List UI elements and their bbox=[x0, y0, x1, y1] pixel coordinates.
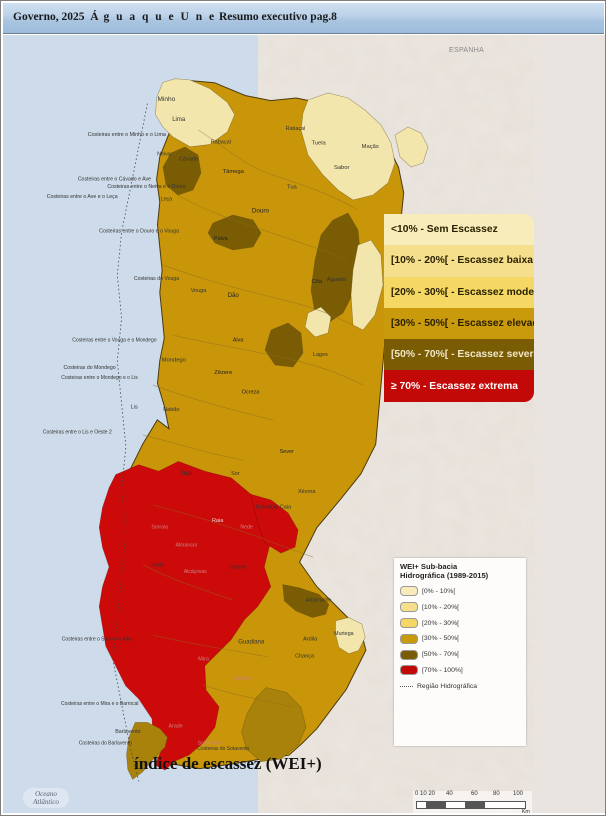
svg-text:Tejo: Tejo bbox=[181, 470, 193, 477]
svg-text:Alcáçovas: Alcáçovas bbox=[184, 569, 207, 575]
svg-text:Costeiras entre o Ave e o Leça: Costeiras entre o Ave e o Leça bbox=[47, 194, 118, 200]
svg-text:Costeiras entre o Mira e o Bar: Costeiras entre o Mira e o Barrocal bbox=[61, 701, 139, 707]
svg-text:Rabaçal: Rabaçal bbox=[286, 126, 305, 132]
svg-text:Costeiras entre o Sado e o Mir: Costeiras entre o Sado e o Mira bbox=[62, 637, 133, 643]
svg-text:Lages: Lages bbox=[313, 352, 328, 358]
svg-text:Xévora: Xévora bbox=[298, 489, 316, 495]
svg-text:Tâmega: Tâmega bbox=[223, 169, 245, 175]
svg-text:Raia: Raia bbox=[212, 518, 224, 524]
svg-text:Sever: Sever bbox=[280, 449, 295, 455]
svg-text:Grândola Caia: Grândola Caia bbox=[256, 505, 292, 511]
svg-text:Coibres: Coibres bbox=[234, 676, 252, 682]
svg-text:Tua: Tua bbox=[287, 185, 298, 191]
svg-text:Barlavento: Barlavento bbox=[115, 729, 140, 735]
svg-text:Lis: Lis bbox=[131, 405, 138, 411]
svg-text:Costeiras entre o Vouga e o Mo: Costeiras entre o Vouga e o Mondego bbox=[72, 338, 156, 344]
svg-text:Guadiana: Guadiana bbox=[238, 640, 265, 646]
svg-text:Alcarrache: Alcarrache bbox=[306, 597, 331, 603]
svg-text:Tuela: Tuela bbox=[311, 140, 326, 146]
svg-text:Paiva: Paiva bbox=[214, 236, 229, 242]
svg-text:Costeiras entre o Douro e o Vo: Costeiras entre o Douro e o Vouga bbox=[99, 229, 179, 235]
svg-text:Costeiras do Mondego: Costeiras do Mondego bbox=[63, 365, 115, 371]
svg-text:Almansor: Almansor bbox=[175, 542, 197, 548]
svg-text:Mondego: Mondego bbox=[162, 358, 186, 364]
svg-text:Ocreza: Ocreza bbox=[242, 390, 261, 396]
svg-text:Murtega: Murtega bbox=[334, 631, 353, 637]
svg-text:Arade: Arade bbox=[169, 724, 183, 730]
svg-text:Degebe: Degebe bbox=[229, 565, 247, 571]
svg-text:Maçãs: Maçãs bbox=[362, 144, 379, 150]
svg-text:Águeda: Águeda bbox=[327, 276, 347, 283]
svg-text:Costeiras entre o Lis e Oeste: Costeiras entre o Lis e Oeste 2 bbox=[43, 429, 112, 435]
svg-text:Rabaçal: Rabaçal bbox=[211, 139, 231, 145]
svg-text:Leça: Leça bbox=[161, 196, 173, 202]
svg-text:Costeiras entre o Minho e o Li: Costeiras entre o Minho e o Lima bbox=[88, 132, 166, 138]
svg-text:Lima: Lima bbox=[172, 117, 186, 123]
svg-text:Zêzere: Zêzere bbox=[214, 370, 232, 376]
svg-text:Nede: Nede bbox=[240, 525, 253, 531]
svg-text:Costeiras do Sotavento: Costeiras do Sotavento bbox=[197, 746, 249, 752]
svg-text:Cávado: Cávado bbox=[179, 157, 198, 163]
svg-text:Nabão: Nabão bbox=[163, 407, 179, 413]
svg-text:Sorraia: Sorraia bbox=[151, 525, 168, 531]
svg-text:Vouga: Vouga bbox=[191, 288, 208, 294]
svg-text:Costeiras do Barlavento: Costeiras do Barlavento bbox=[79, 740, 133, 746]
svg-text:Minho: Minho bbox=[158, 96, 176, 103]
svg-text:Ardila: Ardila bbox=[303, 637, 318, 643]
svg-text:Sado: Sado bbox=[151, 563, 165, 569]
svg-text:Neiva: Neiva bbox=[157, 152, 171, 158]
svg-text:Côa: Côa bbox=[311, 279, 322, 285]
svg-text:Douro: Douro bbox=[252, 208, 270, 215]
svg-text:Mira: Mira bbox=[198, 656, 210, 662]
svg-text:Costeiras entre o Neiva e o Do: Costeiras entre o Neiva e o Douro bbox=[107, 184, 186, 190]
svg-text:Costeiras entre o Mondego e o: Costeiras entre o Mondego e o Lis bbox=[61, 375, 138, 381]
svg-text:Sor: Sor bbox=[231, 471, 240, 477]
svg-text:Costeiras do Vouga: Costeiras do Vouga bbox=[134, 276, 179, 282]
svg-text:Alva: Alva bbox=[233, 338, 245, 344]
svg-text:Dão: Dão bbox=[228, 293, 240, 299]
svg-text:Chança: Chança bbox=[295, 654, 315, 660]
svg-text:Costeiras entre o Cávado e Ave: Costeiras entre o Cávado e Ave bbox=[78, 177, 151, 183]
svg-text:Sabor: Sabor bbox=[334, 165, 350, 171]
